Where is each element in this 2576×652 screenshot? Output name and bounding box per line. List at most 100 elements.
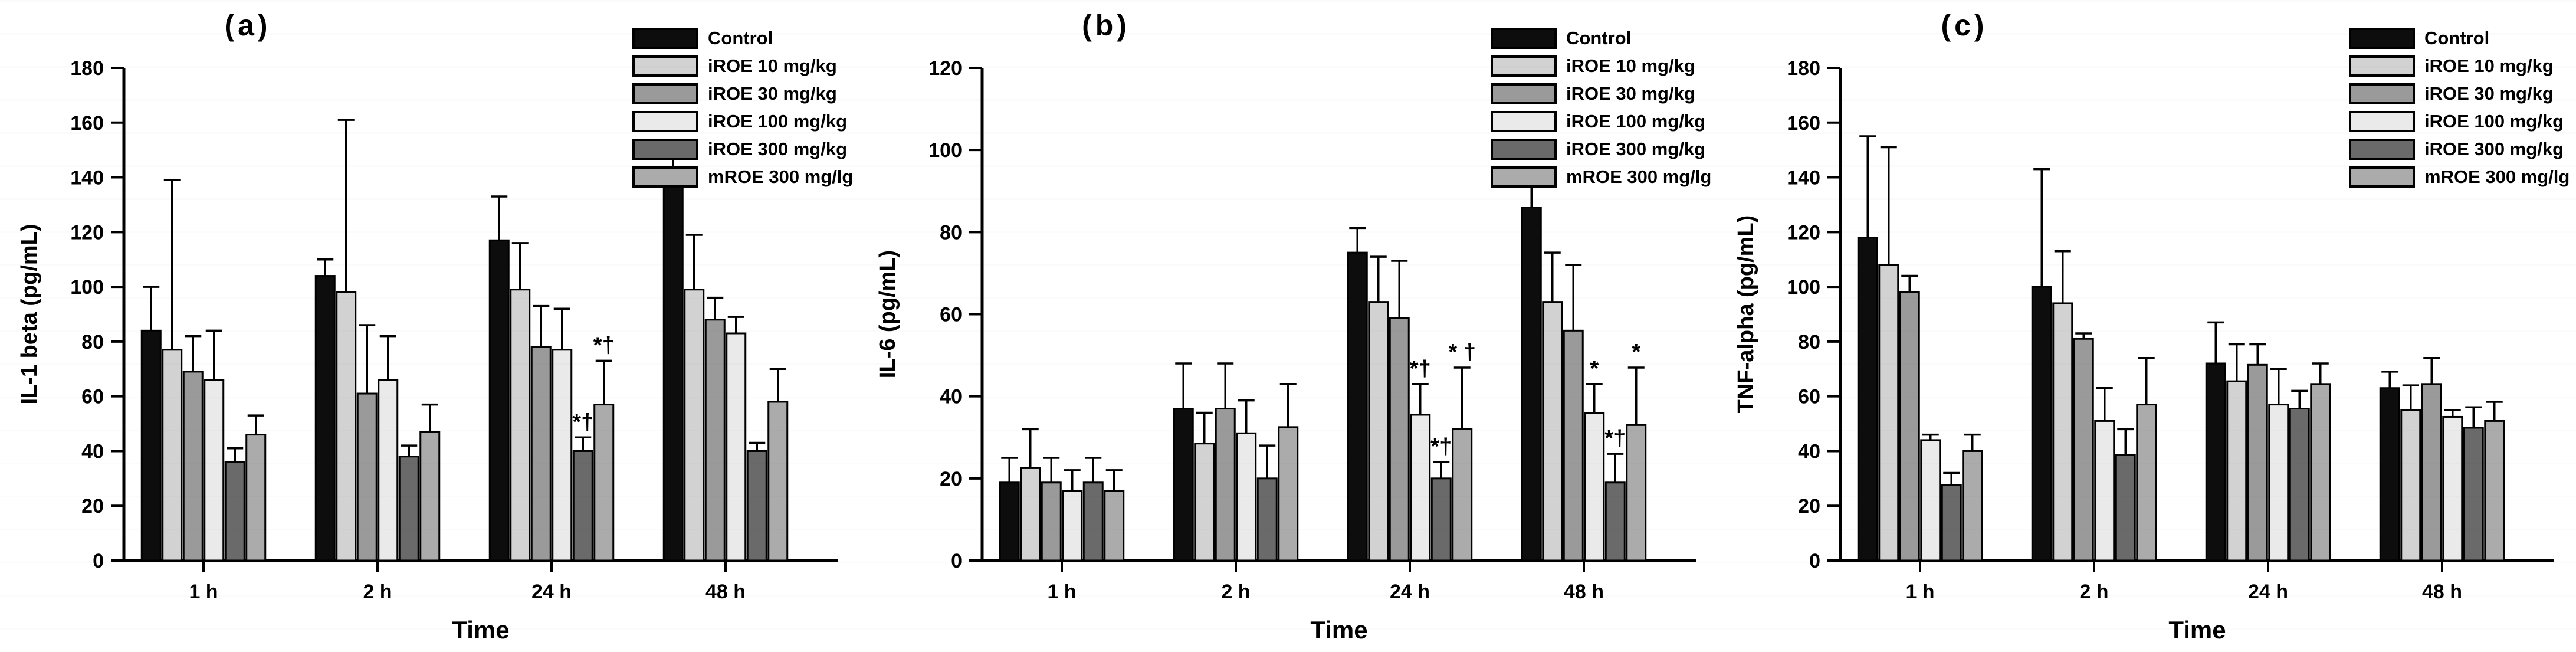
legend-row: iROE 300 mg/kg bbox=[632, 138, 853, 160]
x-axis-label: Time bbox=[1310, 616, 1367, 644]
bar-iroe-30-mg/kg-2h bbox=[356, 392, 378, 562]
legend-row: iROE 100 mg/kg bbox=[1491, 110, 1711, 133]
legend-swatch-icon bbox=[2349, 28, 2415, 49]
bar-iroe-30-mg/kg-1h bbox=[182, 371, 204, 562]
bar-control-48h bbox=[1521, 207, 1542, 562]
bar-iroe-300-mg/kg-48h bbox=[2463, 427, 2484, 562]
x-tick-label: 48 h bbox=[1564, 581, 1604, 603]
bar-iroe-30-mg/kg-1h bbox=[1899, 291, 1920, 562]
legend-label: iROE 300 mg/kg bbox=[708, 139, 848, 159]
bar-iroe-300-mg/kg-2h bbox=[2115, 454, 2136, 562]
bar-iroe-100-mg/kg-1h bbox=[204, 379, 225, 562]
bar-iroe-30-mg/kg-2h bbox=[1215, 408, 1236, 562]
y-tick-label: 40 bbox=[1798, 440, 1820, 463]
y-axis-label: TNF-alpha (pg/mL) bbox=[1734, 215, 1758, 414]
panel-a-title: (a) bbox=[224, 9, 271, 42]
legend-swatch-icon bbox=[2349, 111, 2415, 132]
bar-mroe-300-mg/lg-1h bbox=[1104, 490, 1125, 562]
bar-mroe-300-mg/lg-2h bbox=[419, 431, 441, 562]
x-tick-label: 24 h bbox=[1390, 581, 1430, 603]
legend-swatch-icon bbox=[2349, 139, 2415, 160]
legend-label: Control bbox=[2424, 28, 2490, 48]
y-axis-label: IL-6 (pg/mL) bbox=[875, 250, 900, 378]
panel-b-plot-svg: 0 20 40 60 80 100 120 IL-6 (pg/mL) 1 h 2 h 24 h *† *… bbox=[875, 57, 1696, 644]
legend-label: iROE 10 mg/kg bbox=[1566, 55, 1695, 76]
legend-label: mROE 300 mg/lg bbox=[2424, 166, 2570, 187]
panel-c-legend: Control iROE 10 mg/kg iROE 30 mg/kg iROE 10… bbox=[2349, 27, 2570, 194]
bar-iroe-10-mg/kg-1h bbox=[1020, 467, 1041, 562]
legend-row: Control bbox=[2349, 27, 2570, 50]
significance-annotation: *† bbox=[1410, 356, 1431, 381]
y-tick-label: 40 bbox=[940, 386, 962, 408]
legend-swatch-icon bbox=[632, 28, 698, 49]
y-tick-label: 60 bbox=[81, 386, 104, 408]
significance-annotation: * † bbox=[1449, 340, 1476, 365]
bar-control-48h bbox=[2379, 387, 2400, 562]
legend-row: mROE 300 mg/lg bbox=[2349, 166, 2570, 188]
y-tick-label: 140 bbox=[70, 167, 104, 189]
legend-row: iROE 30 mg/kg bbox=[1491, 83, 1711, 105]
bar-iroe-100-mg/kg-24h bbox=[552, 349, 573, 562]
legend-label: iROE 100 mg/kg bbox=[2424, 111, 2564, 132]
bar-iroe-100-mg/kg-1h bbox=[1920, 439, 1941, 562]
bar-iroe-300-mg/kg-24h bbox=[572, 450, 593, 562]
legend-swatch-icon bbox=[632, 55, 698, 77]
bar-control-48h bbox=[662, 184, 684, 562]
bar-control-2h bbox=[314, 275, 336, 562]
y-tick-label: 80 bbox=[81, 331, 104, 353]
bar-iroe-30-mg/kg-24h bbox=[530, 346, 552, 562]
bar-iroe-300-mg/kg-24h bbox=[1430, 477, 1452, 562]
legend-label: iROE 300 mg/kg bbox=[1566, 139, 1706, 159]
bar-control-1h bbox=[1857, 237, 1878, 562]
bar-iroe-100-mg/kg-24h bbox=[1410, 414, 1431, 562]
legend-label: mROE 300 mg/lg bbox=[708, 166, 854, 187]
y-axis-label: IL-1 beta (pg/mL) bbox=[17, 224, 42, 404]
x-tick-label: 2 h bbox=[1221, 581, 1250, 603]
bar-iroe-10-mg/kg-48h bbox=[2400, 409, 2421, 562]
significance-annotation: *† bbox=[572, 409, 593, 434]
bar-iroe-30-mg/kg-1h bbox=[1041, 481, 1062, 562]
x-tick-label: 2 h bbox=[363, 581, 392, 603]
bar-iroe-300-mg/kg-48h bbox=[1604, 481, 1626, 562]
bar-control-24h bbox=[2205, 362, 2226, 562]
bar-control-2h bbox=[1173, 408, 1194, 562]
bar-iroe-10-mg/kg-2h bbox=[336, 291, 357, 562]
bar-iroe-30-mg/kg-48h bbox=[704, 319, 726, 562]
legend-row: iROE 10 mg/kg bbox=[1491, 55, 1711, 77]
panel-a: 0 20 40 60 80 100 120 140 160 180 IL-1 beta (pg/mL… bbox=[0, 0, 858, 652]
bar-iroe-10-mg/kg-24h bbox=[510, 289, 531, 562]
panel-a-plot-svg: 0 20 40 60 80 100 120 140 160 180 IL-1 beta (pg/mL… bbox=[17, 57, 838, 644]
panel-c-title: (c) bbox=[1941, 9, 1988, 42]
x-tick-label: 1 h bbox=[189, 581, 218, 603]
legend-swatch-icon bbox=[632, 166, 698, 188]
legend-swatch-icon bbox=[1491, 166, 1557, 188]
y-tick-label: 40 bbox=[81, 440, 104, 463]
bar-iroe-300-mg/kg-1h bbox=[1082, 481, 1104, 562]
bar-control-1h bbox=[140, 329, 162, 562]
legend-row: Control bbox=[632, 27, 853, 50]
bar-mroe-300-mg/lg-1h bbox=[245, 434, 267, 562]
legend-row: Control bbox=[1491, 27, 1711, 50]
bar-iroe-100-mg/kg-2h bbox=[2094, 420, 2115, 562]
bar-control-2h bbox=[2031, 286, 2052, 562]
y-tick-label: 20 bbox=[940, 468, 962, 490]
bar-iroe-100-mg/kg-48h bbox=[2442, 415, 2463, 562]
significance-annotation: *† bbox=[1430, 434, 1452, 459]
y-tick-label: 160 bbox=[70, 112, 104, 135]
bar-iroe-100-mg/kg-2h bbox=[1236, 432, 1257, 562]
bar-iroe-10-mg/kg-1h bbox=[162, 349, 183, 562]
y-tick-label: 60 bbox=[1798, 386, 1820, 408]
legend-label: iROE 10 mg/kg bbox=[708, 55, 837, 76]
y-tick-label: 120 bbox=[928, 57, 962, 80]
legend-row: iROE 100 mg/kg bbox=[2349, 110, 2570, 133]
legend-row: iROE 300 mg/kg bbox=[1491, 138, 1711, 160]
x-axis-label: Time bbox=[2168, 616, 2226, 644]
bar-iroe-300-mg/kg-48h bbox=[746, 450, 767, 562]
bar-control-24h bbox=[1347, 251, 1368, 562]
legend-label: iROE 300 mg/kg bbox=[2424, 139, 2564, 159]
legend-label: iROE 30 mg/kg bbox=[2424, 83, 2554, 104]
legend-swatch-icon bbox=[2349, 166, 2415, 188]
y-tick-label: 140 bbox=[1787, 167, 1820, 189]
legend-row: iROE 30 mg/kg bbox=[2349, 83, 2570, 105]
y-tick-label: 0 bbox=[93, 550, 104, 572]
